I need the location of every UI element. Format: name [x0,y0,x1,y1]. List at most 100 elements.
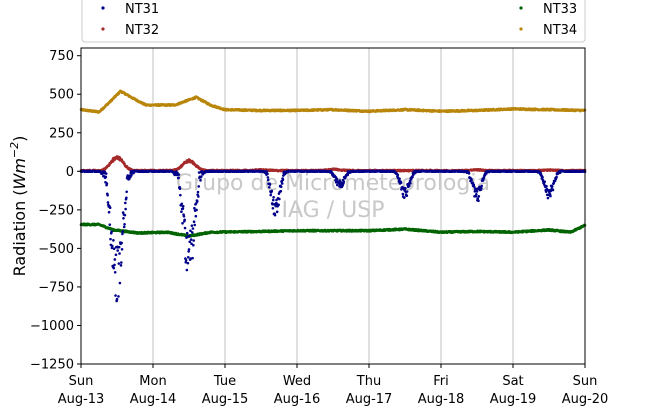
point-nt31 [192,243,195,247]
point-nt31 [114,294,117,297]
legend-label-nt32: NT32 [125,23,159,38]
point-nt31 [110,230,113,234]
point-nt31 [120,241,123,245]
point-nt31 [184,259,188,262]
point-nt31 [180,210,183,214]
point-nt31 [191,256,194,260]
point-nt31 [279,185,283,189]
point-nt31 [193,223,197,227]
point-nt31 [178,187,182,191]
legend-item-nt31: NT31 [101,2,159,17]
point-nt31 [123,201,127,205]
legend-label-nt34: NT34 [543,23,577,38]
point-nt31 [111,244,114,248]
point-nt31 [268,183,272,186]
point-nt31 [109,237,112,241]
point-nt31 [124,207,127,211]
point-nt31 [123,222,126,226]
point-nt31 [185,231,189,235]
point-nt31 [195,200,199,203]
point-nt31 [179,193,182,197]
legend-label-nt31: NT31 [125,2,159,17]
point-nt31 [271,198,275,202]
point-nt31 [188,240,192,244]
point-nt31 [191,227,195,230]
point-nt31 [193,206,196,210]
point-nt31 [183,226,187,230]
point-nt31 [181,222,184,225]
point-nt31 [196,190,200,194]
point-nt31 [273,213,277,217]
point-nt31 [199,175,203,178]
point-nt31 [108,206,112,209]
point-nt31 [115,297,119,301]
point-nt31 [130,174,133,177]
legend: NT31 NT32 NT33 NT34 [81,0,586,43]
point-nt31 [272,195,275,199]
series-nt34 [79,89,587,114]
point-nt31 [197,195,200,198]
watermark-line-2: IAG / USP [282,198,385,223]
point-nt31 [104,175,108,179]
point-nt31 [121,232,124,236]
legend-item-nt34: NT34 [519,23,577,38]
point-nt31 [269,193,273,197]
point-nt31 [125,196,128,200]
point-nt31 [185,268,189,272]
point-nt31 [113,263,116,267]
point-nt31 [104,172,108,175]
point-nt31 [189,238,193,241]
legend-label-nt33: NT33 [543,2,577,17]
legend-marker-nt33 [519,6,523,10]
point-nt31 [112,266,116,270]
point-nt31 [279,189,283,193]
point-nt31 [122,217,125,220]
point-nt31 [266,178,270,182]
point-nt31 [117,295,120,298]
point-nt31 [183,218,186,222]
point-nt31 [120,261,123,264]
point-nt31 [177,176,180,180]
point-nt31 [180,202,184,206]
point-nt31 [112,239,115,242]
point-nt31 [113,270,117,274]
point-nt31 [105,182,109,185]
point-nt31 [270,189,274,193]
series-nt33 [79,222,587,238]
point-nt31 [116,249,120,252]
point-nt31 [335,178,339,181]
grid-lines [152,48,514,364]
point-nt31 [281,178,285,182]
point-nt31 [120,247,124,251]
legend-marker-nt34 [519,27,523,31]
point-nt31 [199,179,202,182]
point-nt31 [278,197,281,201]
point-nt31 [186,255,190,259]
point-nt31 [117,262,121,265]
point-nt31 [181,204,185,208]
point-nt31 [190,224,194,227]
point-nt31 [266,176,270,179]
point-nt31 [190,231,194,234]
legend-item-nt32: NT32 [101,23,159,38]
point-nt31 [197,185,201,188]
point-nt31 [188,234,191,238]
point-nt31 [118,252,121,255]
point-nt31 [186,261,190,265]
point-nt31 [106,193,109,197]
point-nt31 [266,172,269,176]
point-nt31 [192,220,196,223]
point-nt31 [275,210,279,214]
point-nt31 [267,185,271,189]
point-nt31 [106,201,110,204]
point-nt31 [271,206,275,210]
point-nt31 [122,225,126,229]
point-nt31 [182,214,186,218]
point-nt31 [194,214,198,218]
point-nt31 [277,203,280,207]
point-nt31 [108,223,112,226]
point-nt31 [113,258,117,261]
legend-item-nt33: NT33 [519,2,577,17]
point-nt31 [114,253,118,257]
